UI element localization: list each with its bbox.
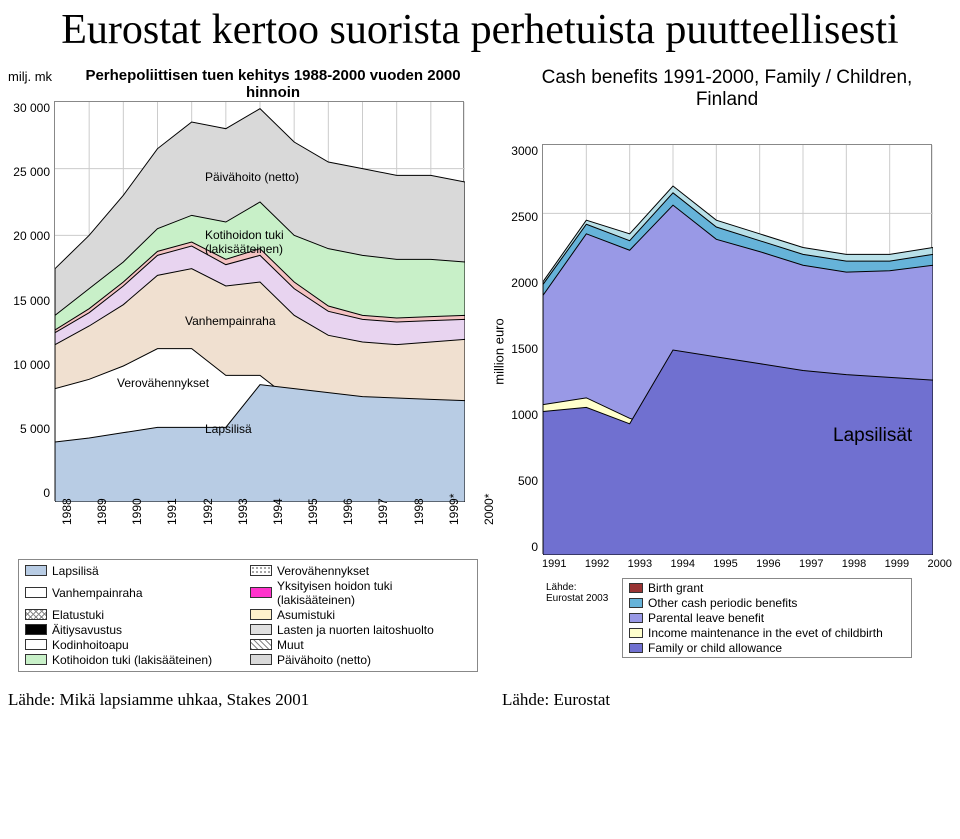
legend-item: Päivähoito (netto) [250,653,471,667]
legend-item: Lasten ja nuorten laitoshuolto [250,623,471,637]
chart-annotation: Vanhempainraha [185,314,276,328]
right-source-small: Lähde: Eurostat 2003 [546,582,608,604]
legend-item: Kodinhoitoapu [25,638,246,652]
left-plot-area: Päivähoito (netto) Kotihoidon tuki(lakisä… [54,101,464,501]
right-y-axis: 300025002000150010005000 [502,144,542,554]
right-y-label: million euro [492,318,507,384]
legend-item: Birth grant [629,581,905,595]
legend-item: Yksityisen hoidon tuki (lakisääteinen) [250,579,471,607]
chart-annotation: Lapsilisät [833,425,912,447]
right-x-axis: 1991199219931994199519961997199819992000 [502,554,952,570]
legend-item: Kotihoidon tuki (lakisääteinen) [25,653,246,667]
right-plot-area: Lapsilisät [542,144,932,554]
right-source: Lähde: Eurostat [502,690,952,710]
chart-annotation: Kotihoidon tuki [205,228,284,242]
right-legend: Birth grantOther cash periodic benefitsP… [622,578,912,658]
left-y-axis: 30 00025 00020 00015 00010 0005 0000 [8,101,54,501]
right-chart-title: Cash benefits 1991-2000, Family / Childr… [502,67,952,138]
legend-item: Income maintenance in the evet of childb… [629,626,905,640]
legend-item: Äitiysavustus [25,623,246,637]
chart-annotation: (lakisääteinen) [205,242,283,256]
legend-item: Lapsilisä [25,564,246,578]
legend-item: Other cash periodic benefits [629,596,905,610]
right-chart-panel: Cash benefits 1991-2000, Family / Childr… [502,67,952,710]
left-x-axis: 1988198919901991199219931994199519961997… [8,501,488,533]
legend-item: Asumistuki [250,608,471,622]
legend-item: Muut [250,638,471,652]
legend-item: Family or child allowance [629,641,905,655]
chart-annotation: Lapsilisä [205,422,252,436]
left-chart-panel: milj. mk Perhepoliittisen tuen kehitys 1… [8,67,488,710]
legend-item: Parental leave benefit [629,611,905,625]
chart-annotation: Verovähennykset [117,376,209,390]
left-y-unit: milj. mk [8,67,58,84]
page-title: Eurostat kertoo suorista perhetuista puu… [8,8,952,53]
chart-annotation: Päivähoito (netto) [205,170,299,184]
legend-item: Vanhempainraha [25,579,246,607]
legend-item: Verovähennykset [250,564,471,578]
left-legend: Lapsilisä Verovähennykset VanhempainrahaYk… [18,559,478,672]
left-source: Lähde: Mikä lapsiamme uhkaa, Stakes 2001 [8,690,488,710]
left-chart-title: Perhepoliittisen tuen kehitys 1988-2000 … [58,67,488,101]
legend-item: Elatustuki [25,608,246,622]
